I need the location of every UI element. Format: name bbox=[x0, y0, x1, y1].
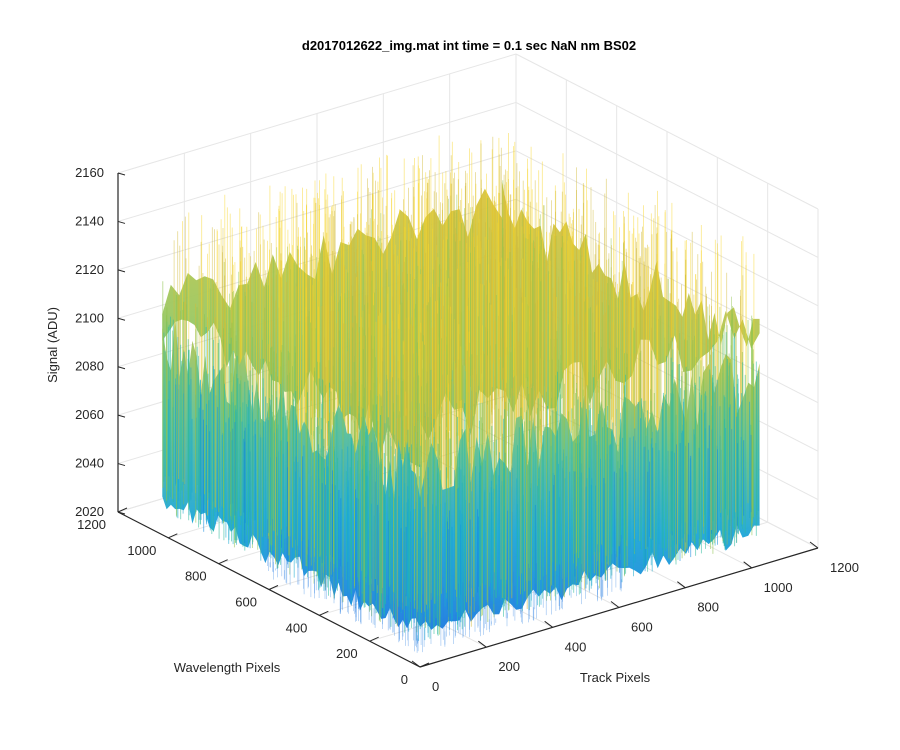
wavelength-tick-label: 200 bbox=[336, 646, 358, 661]
wavelength-tick-mark bbox=[117, 507, 128, 513]
track-axis-ticks: 0 200 400 600 800 1000 1200 bbox=[411, 541, 859, 694]
wavelength-tick-label: 0 bbox=[401, 672, 408, 687]
wavelength-tick-mark bbox=[218, 559, 228, 565]
grid-line bbox=[117, 53, 517, 174]
z-tick-mark bbox=[117, 463, 126, 467]
wavelength-tick-label: 800 bbox=[185, 569, 207, 584]
grid-line bbox=[515, 101, 819, 258]
z-tick-label: 2140 bbox=[75, 213, 104, 228]
track-tick-mark bbox=[544, 620, 553, 628]
z-tick-label: 2060 bbox=[75, 407, 104, 422]
z-tick-label: 2100 bbox=[75, 310, 104, 325]
z-tick-mark bbox=[117, 172, 126, 176]
wavelength-axis-ticks: 0 200 400 600 800 1000 1200 bbox=[77, 507, 430, 687]
z-tick-label: 2120 bbox=[75, 262, 104, 277]
track-tick-label: 0 bbox=[432, 679, 439, 694]
track-tick-label: 400 bbox=[565, 639, 587, 654]
grid-line bbox=[515, 53, 819, 210]
surface-plot bbox=[162, 133, 760, 653]
x-axis-label: Track Pixels bbox=[580, 670, 651, 685]
grid-line bbox=[117, 150, 517, 271]
track-tick-mark bbox=[677, 581, 686, 589]
z-tick-mark bbox=[117, 511, 126, 515]
z-tick-label: 2160 bbox=[75, 165, 104, 180]
z-tick-label: 2040 bbox=[75, 456, 104, 471]
track-tick-label: 800 bbox=[697, 600, 719, 615]
z-axis-ticks: 2020 2040 2060 2080 2100 2120 2140 2160 bbox=[75, 165, 126, 519]
track-tick-label: 1200 bbox=[830, 560, 859, 575]
wavelength-tick-label: 1200 bbox=[77, 517, 106, 532]
y-axis-label: Wavelength Pixels bbox=[174, 660, 281, 675]
wavelength-tick-mark bbox=[419, 662, 430, 668]
track-tick-mark bbox=[478, 640, 487, 648]
z-tick-mark bbox=[117, 414, 126, 418]
wavelength-tick-label: 400 bbox=[286, 620, 308, 635]
wavelength-tick-mark bbox=[369, 636, 379, 642]
z-tick-mark bbox=[117, 317, 126, 321]
track-tick-mark bbox=[411, 660, 421, 668]
wavelength-tick-mark bbox=[268, 585, 279, 590]
z-tick-mark bbox=[117, 220, 126, 224]
grid-line bbox=[515, 150, 819, 307]
wavelength-tick-label: 1000 bbox=[127, 543, 156, 558]
track-tick-label: 200 bbox=[498, 659, 520, 674]
track-tick-mark bbox=[610, 601, 620, 608]
z-tick-mark bbox=[117, 366, 126, 370]
track-tick-label: 1000 bbox=[764, 580, 793, 595]
wavelength-tick-mark bbox=[168, 533, 178, 539]
chart-title: d2017012622_img.mat int time = 0.1 sec N… bbox=[302, 38, 636, 53]
track-tick-label: 600 bbox=[631, 620, 653, 635]
z-tick-mark bbox=[117, 269, 126, 273]
wavelength-tick-mark bbox=[319, 610, 329, 616]
grid-line bbox=[117, 101, 517, 222]
wavelength-tick-label: 600 bbox=[235, 595, 257, 610]
z-tick-label: 2080 bbox=[75, 359, 104, 374]
z-axis-label: Signal (ADU) bbox=[45, 307, 60, 383]
track-tick-mark bbox=[743, 561, 752, 569]
track-tick-mark bbox=[809, 541, 819, 549]
z-tick-label: 2020 bbox=[75, 504, 104, 519]
